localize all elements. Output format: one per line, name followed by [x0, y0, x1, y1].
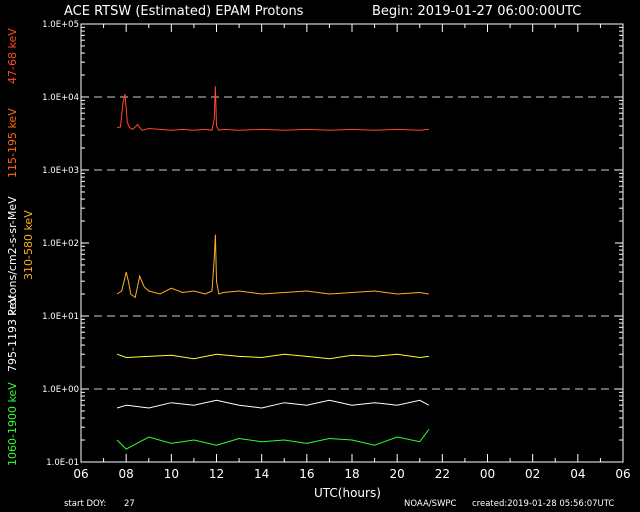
x-tick-label: 18: [344, 467, 359, 481]
x-tick-label: 00: [480, 467, 495, 481]
y-tick-label: 1.0E+02: [42, 239, 79, 249]
chart-title: ACE RTSW (Estimated) EPAM Protons: [64, 4, 304, 19]
left-label-1060-1900: 1060-1900 keV: [6, 382, 19, 466]
series-line-5: [116, 399, 430, 409]
start-doy-value: 27: [124, 499, 135, 509]
plot-frame: [80, 23, 624, 463]
x-tick-label: 06: [615, 467, 630, 481]
source-label: NOAA/SWPC: [404, 499, 457, 509]
x-tick-label: 08: [119, 467, 134, 481]
left-label-47-68: 47-68 keV: [6, 28, 19, 84]
x-tick-label: 20: [390, 467, 405, 481]
left-label-795-1193: 795-1193 keV: [6, 295, 19, 372]
y-tick-label: 1.0E+03: [42, 166, 79, 176]
created-label: created:2019-01-28 05:56:07UTC: [472, 499, 615, 509]
x-tick-label: 14: [254, 467, 269, 481]
x-tick-label: 10: [164, 467, 179, 481]
x-tick-label: 04: [570, 467, 585, 481]
left-label-310-580: 310-580 keV: [22, 210, 35, 280]
chart-begin-time: Begin: 2019-01-27 06:00:00UTC: [372, 4, 582, 19]
y-tick-label: 1.0E+04: [42, 93, 79, 103]
y-tick-label: 1.0E+00: [42, 385, 79, 395]
x-tick-label: 12: [209, 467, 224, 481]
y-tick-label: 1.0E+05: [42, 20, 79, 30]
y-tick-label: 1.0E+01: [42, 312, 79, 322]
x-tick-label: 22: [435, 467, 450, 481]
series-line-0: [116, 86, 429, 131]
x-tick-label: 16: [299, 467, 314, 481]
left-label-115-195: 115-195 keV: [6, 108, 19, 178]
series-line-4: [116, 429, 430, 450]
start-doy-label: start DOY:: [64, 499, 107, 509]
y-tick-label: 1.0E-01: [46, 458, 79, 468]
x-tick-label: 06: [73, 467, 88, 481]
series-line-3: [116, 353, 429, 360]
x-tick-label: 02: [525, 467, 540, 481]
series-line-2: [116, 234, 429, 299]
x-axis-label: UTC(hours): [314, 486, 381, 500]
